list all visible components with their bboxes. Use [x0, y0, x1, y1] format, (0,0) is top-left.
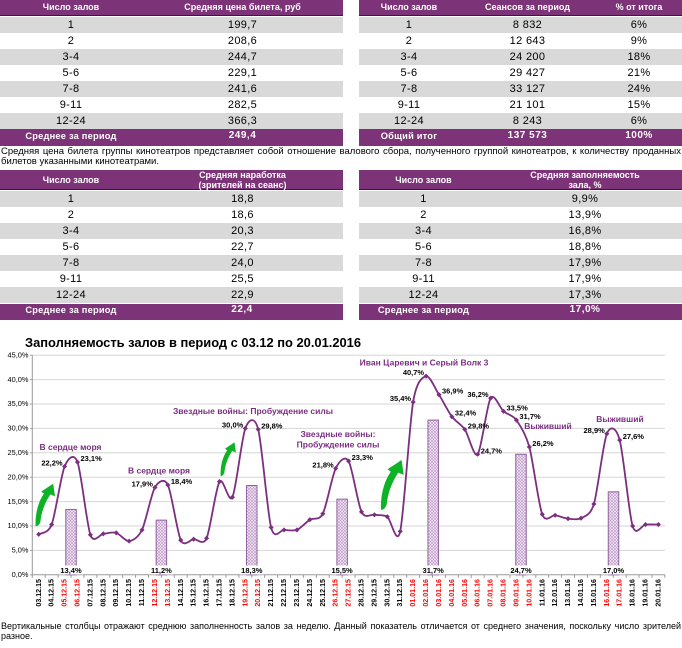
svg-text:40,7%: 40,7%	[403, 368, 425, 377]
svg-text:09.12.15: 09.12.15	[112, 579, 120, 607]
svg-text:24,7%: 24,7%	[510, 566, 532, 575]
svg-text:28.12.15: 28.12.15	[358, 579, 366, 607]
svg-text:26,2%: 26,2%	[532, 439, 554, 448]
svg-text:18,3%: 18,3%	[241, 566, 263, 575]
svg-text:17,0%: 17,0%	[603, 566, 625, 575]
svg-text:22.12.15: 22.12.15	[280, 579, 288, 607]
svg-text:10.12.15: 10.12.15	[125, 579, 133, 607]
svg-text:08.12.15: 08.12.15	[99, 579, 107, 607]
svg-text:28,9%: 28,9%	[584, 426, 606, 435]
svg-text:15.12.15: 15.12.15	[190, 579, 198, 607]
svg-text:36,9%: 36,9%	[442, 387, 464, 396]
svg-text:22,2%: 22,2%	[41, 459, 63, 468]
svg-text:Иван Царевич и Серый Волк 3: Иван Царевич и Серый Волк 3	[360, 358, 489, 368]
svg-text:29,8%: 29,8%	[468, 421, 490, 430]
svg-text:04.01.16: 04.01.16	[448, 579, 456, 607]
svg-text:29,8%: 29,8%	[261, 421, 283, 430]
svg-text:Выживший: Выживший	[596, 414, 643, 424]
svg-text:14.12.15: 14.12.15	[177, 579, 185, 607]
svg-text:27,6%: 27,6%	[623, 432, 645, 441]
svg-text:32,4%: 32,4%	[455, 409, 477, 418]
svg-text:0,0%: 0,0%	[12, 570, 29, 579]
svg-text:13,4%: 13,4%	[60, 566, 82, 575]
svg-text:30,0%: 30,0%	[222, 420, 244, 429]
svg-text:12.01.16: 12.01.16	[551, 579, 559, 607]
svg-text:16.01.16: 16.01.16	[603, 579, 611, 607]
svg-text:10.01.16: 10.01.16	[525, 579, 533, 607]
svg-text:14.01.16: 14.01.16	[577, 579, 585, 607]
svg-text:10,0%: 10,0%	[8, 521, 29, 530]
svg-text:24.12.15: 24.12.15	[306, 579, 314, 607]
svg-text:Звездные войны: Пробуждение си: Звездные войны: Пробуждение силы	[173, 406, 333, 416]
svg-text:В сердце моря: В сердце моря	[39, 442, 101, 452]
svg-text:13.01.16: 13.01.16	[564, 579, 572, 607]
svg-text:04.12.15: 04.12.15	[48, 579, 56, 607]
svg-text:08.01.16: 08.01.16	[500, 579, 508, 607]
svg-text:15,0%: 15,0%	[8, 497, 29, 506]
svg-text:20.12.15: 20.12.15	[254, 579, 262, 607]
svg-text:20,0%: 20,0%	[8, 472, 29, 481]
svg-text:18.01.16: 18.01.16	[629, 579, 637, 607]
svg-text:17.01.16: 17.01.16	[616, 579, 624, 607]
svg-text:15,5%: 15,5%	[331, 566, 353, 575]
svg-text:11.01.16: 11.01.16	[538, 579, 546, 606]
svg-text:19.12.15: 19.12.15	[241, 579, 249, 607]
svg-text:09.01.16: 09.01.16	[512, 579, 520, 607]
svg-text:25.12.15: 25.12.15	[319, 579, 327, 607]
svg-text:17,9%: 17,9%	[132, 479, 154, 488]
svg-text:18,4%: 18,4%	[171, 477, 193, 486]
svg-text:06.12.15: 06.12.15	[73, 579, 81, 607]
svg-text:Пробуждение силы: Пробуждение силы	[297, 440, 380, 450]
svg-text:05.01.16: 05.01.16	[461, 579, 469, 607]
svg-text:В сердце моря: В сердце моря	[128, 466, 190, 476]
svg-text:5,0%: 5,0%	[12, 546, 29, 555]
svg-text:13.12.15: 13.12.15	[164, 579, 172, 607]
svg-text:23,3%: 23,3%	[352, 453, 374, 462]
svg-text:30.12.15: 30.12.15	[383, 579, 391, 607]
svg-text:17.12.15: 17.12.15	[216, 579, 224, 607]
svg-text:18.12.15: 18.12.15	[228, 579, 236, 607]
svg-text:31,7%: 31,7%	[423, 566, 445, 575]
svg-text:16.12.15: 16.12.15	[203, 579, 211, 607]
svg-text:25,0%: 25,0%	[8, 448, 29, 457]
svg-text:29.12.15: 29.12.15	[370, 579, 378, 607]
svg-text:12.12.15: 12.12.15	[151, 579, 159, 607]
svg-text:30,0%: 30,0%	[8, 424, 29, 433]
svg-text:15.01.16: 15.01.16	[590, 579, 598, 607]
svg-text:26.12.15: 26.12.15	[332, 579, 340, 607]
svg-text:31.12.15: 31.12.15	[396, 579, 404, 607]
svg-text:05.12.15: 05.12.15	[61, 579, 69, 607]
svg-text:24,7%: 24,7%	[481, 446, 503, 455]
svg-text:45,0%: 45,0%	[8, 350, 29, 359]
svg-text:21.12.15: 21.12.15	[267, 579, 275, 607]
svg-text:Выживший: Выживший	[524, 421, 571, 431]
svg-text:11,2%: 11,2%	[151, 566, 172, 575]
svg-text:23.12.15: 23.12.15	[293, 579, 301, 607]
svg-text:23,1%: 23,1%	[81, 454, 103, 463]
svg-text:35,4%: 35,4%	[390, 394, 412, 403]
svg-text:01.01.16: 01.01.16	[409, 579, 417, 607]
svg-text:21,8%: 21,8%	[312, 460, 334, 469]
svg-text:33,5%: 33,5%	[507, 403, 529, 412]
svg-text:06.01.16: 06.01.16	[474, 579, 482, 607]
svg-text:36,2%: 36,2%	[467, 390, 489, 399]
svg-text:03.01.16: 03.01.16	[435, 579, 443, 607]
svg-text:11.12.15: 11.12.15	[138, 579, 146, 606]
svg-text:19.01.16: 19.01.16	[642, 579, 650, 607]
svg-text:03.12.15: 03.12.15	[35, 579, 43, 607]
svg-text:07.12.15: 07.12.15	[86, 579, 94, 607]
svg-text:Звездные войны:: Звездные войны:	[300, 429, 375, 439]
svg-text:40,0%: 40,0%	[8, 375, 29, 384]
svg-text:27.12.15: 27.12.15	[345, 579, 353, 607]
svg-text:07.01.16: 07.01.16	[487, 579, 495, 607]
svg-text:02.01.16: 02.01.16	[422, 579, 430, 607]
svg-text:20.01.16: 20.01.16	[654, 579, 662, 607]
svg-text:31,7%: 31,7%	[519, 412, 541, 421]
svg-text:35,0%: 35,0%	[8, 399, 29, 408]
